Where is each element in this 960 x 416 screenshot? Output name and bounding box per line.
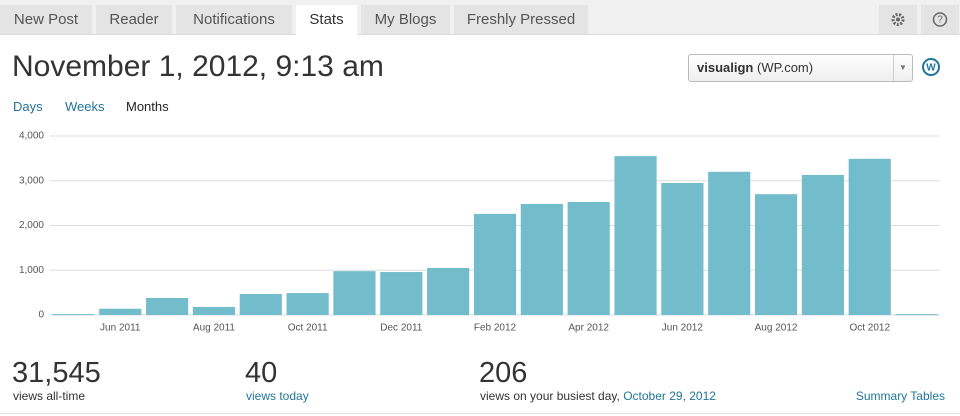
bar <box>239 293 282 315</box>
bar <box>895 314 938 316</box>
settings-icon[interactable] <box>879 5 917 34</box>
stat-label: views on your busiest day, October 29, 2… <box>480 389 716 403</box>
chart: 0 1,000 2,000 3,000 4,000 Jun 2011 Aug 2011 Oct… <box>19 131 940 334</box>
x-tick-label: Aug 2012 <box>755 323 798 334</box>
stat-value: 206 <box>479 357 528 389</box>
bar <box>661 182 704 315</box>
svg-text:?: ? <box>937 15 943 26</box>
tab[interactable]: New Post <box>0 5 92 34</box>
stat-link[interactable]: views today <box>246 389 309 403</box>
bar <box>520 204 563 315</box>
y-tick-label: 1,000 <box>19 265 44 276</box>
stat-value: 40 <box>245 357 278 389</box>
bar <box>801 174 844 315</box>
bar <box>380 272 423 315</box>
bar <box>614 156 657 315</box>
stat-value: 31,545 <box>12 357 101 389</box>
blog-host: (WP.com) <box>756 60 814 75</box>
blog-name: visualign <box>697 60 754 75</box>
bar <box>146 297 189 315</box>
bar <box>567 202 610 315</box>
stat-label: views all-time <box>13 389 86 403</box>
stat-link[interactable]: October 29, 2012 <box>623 389 716 403</box>
blog-select[interactable]: visualign (WP.com) ▼ <box>688 54 913 82</box>
y-tick-label: 0 <box>38 310 44 321</box>
period-link-active[interactable]: Months <box>126 99 169 114</box>
tab-bar: New Post Reader Notifications Stats My B… <box>0 0 960 35</box>
tab[interactable]: Stats <box>296 5 357 35</box>
footer-border <box>0 413 960 414</box>
bar <box>52 314 95 316</box>
y-tick-label: 4,000 <box>19 131 44 142</box>
bar <box>192 306 236 315</box>
bar <box>754 194 798 315</box>
tab[interactable]: Notifications <box>176 5 292 34</box>
tab[interactable]: Reader <box>96 5 172 34</box>
x-tick-label: Oct 2012 <box>849 323 890 334</box>
bar <box>473 213 517 315</box>
y-tick-label: 2,000 <box>19 220 44 231</box>
x-tick-label: Dec 2011 <box>380 323 423 334</box>
x-tick-label: Jun 2012 <box>662 323 704 334</box>
page-title: November 1, 2012, 9:13 am <box>12 50 384 83</box>
tab[interactable]: My Blogs <box>361 5 450 34</box>
bar <box>286 293 329 315</box>
bar <box>848 158 891 315</box>
period-link[interactable]: Days <box>13 99 43 114</box>
period-link[interactable]: Weeks <box>65 99 105 114</box>
bar <box>99 308 142 315</box>
x-tick-label: Oct 2011 <box>288 323 328 334</box>
bar <box>427 268 470 315</box>
x-tick-label: Jun 2011 <box>100 323 141 334</box>
x-tick-label: Feb 2012 <box>474 323 517 334</box>
x-tick-label: Aug 2011 <box>193 323 236 334</box>
bar <box>708 171 751 315</box>
summary-link[interactable]: Summary Tables <box>855 389 945 403</box>
y-tick-label: 3,000 <box>19 175 44 186</box>
tab[interactable]: Freshly Pressed <box>454 5 588 34</box>
svg-text:W: W <box>926 63 936 74</box>
wordpress-logo[interactable]: W <box>922 58 940 81</box>
bar <box>333 271 376 315</box>
help-icon[interactable]: ? <box>921 5 959 34</box>
x-tick-label: Apr 2012 <box>568 323 609 334</box>
stat-label-text: views on your busiest day, <box>480 389 620 403</box>
